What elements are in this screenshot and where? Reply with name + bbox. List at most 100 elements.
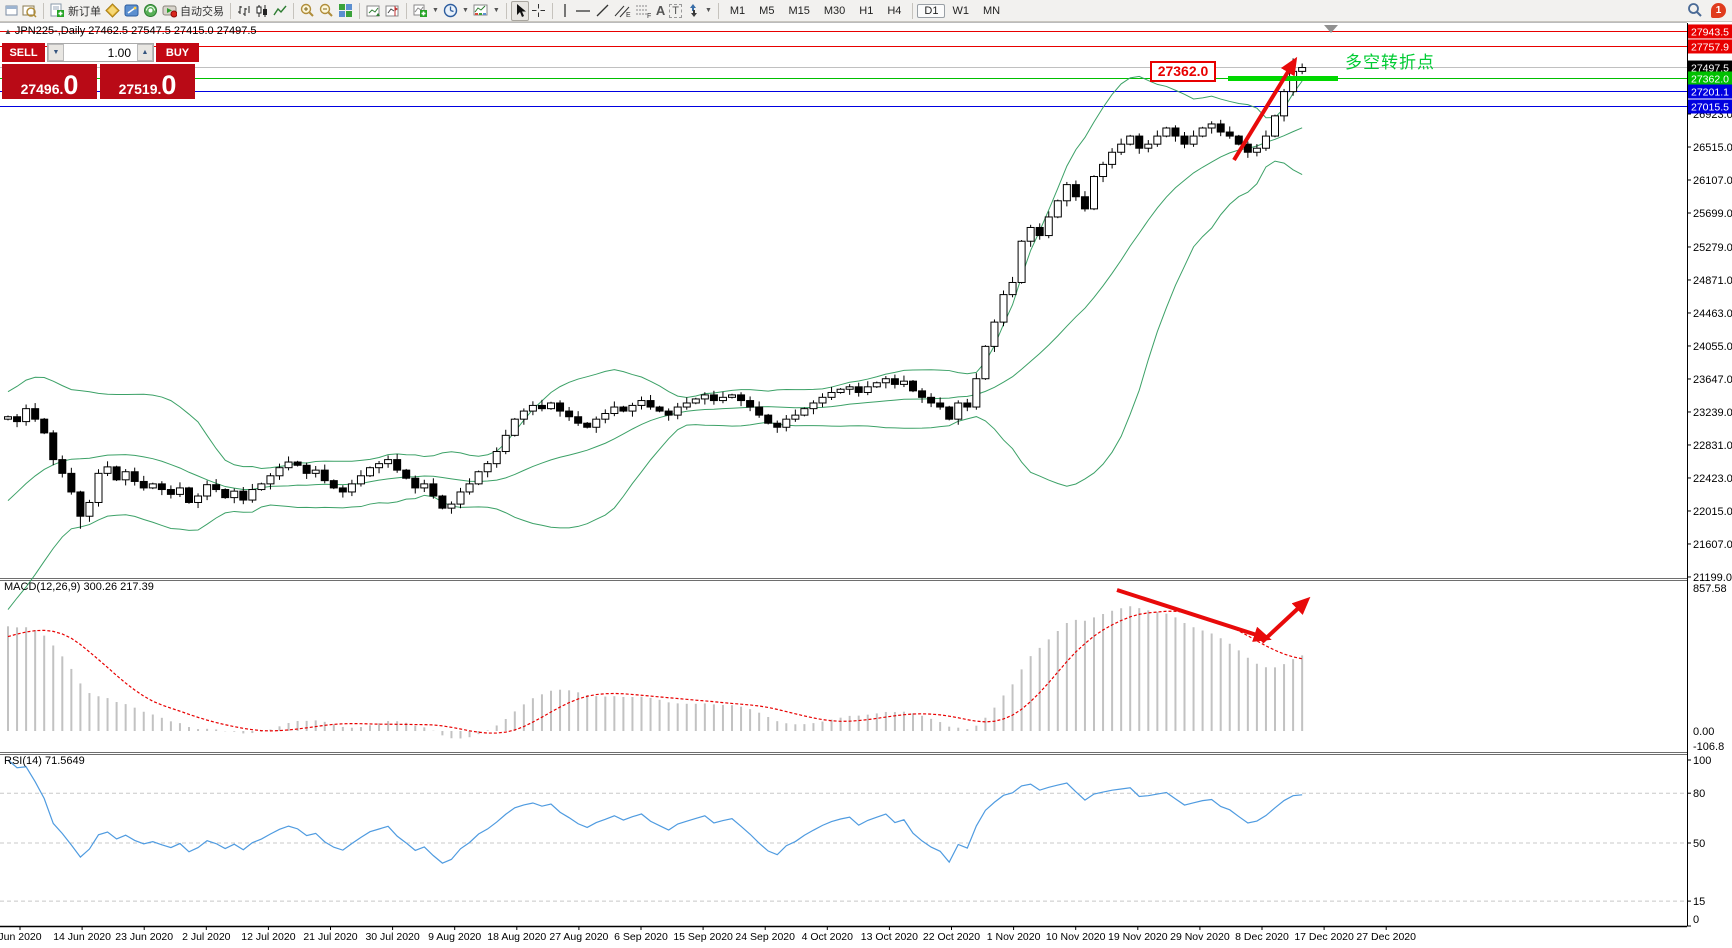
main-toolbar: 新订单 自动交易 ▼ ▼ (0, 0, 1732, 22)
label-tool-button[interactable]: T (667, 1, 684, 21)
zoom-out-icon (319, 3, 333, 17)
horizontal-line-tool-button[interactable] (573, 1, 593, 21)
svg-text:50: 50 (1693, 838, 1705, 850)
templates-button[interactable]: ▼ (471, 1, 502, 21)
svg-text:0: 0 (1693, 914, 1699, 926)
svg-text:17 Dec 2020: 17 Dec 2020 (1294, 931, 1354, 943)
auto-trading-button[interactable]: 自动交易 (160, 1, 226, 21)
fibonacci-icon: F (635, 5, 651, 18)
new-order-button[interactable]: 新订单 (48, 1, 103, 21)
collapse-arrow-icon[interactable]: ▲ (4, 27, 12, 36)
chart-window-button[interactable] (3, 1, 20, 21)
timeframe-mn[interactable]: MN (982, 4, 1001, 17)
svg-text:857.58: 857.58 (1693, 583, 1727, 595)
timeframe-w1[interactable]: W1 (952, 4, 969, 17)
trendline-icon (596, 4, 609, 17)
toolbar-separator (912, 2, 914, 19)
zoom-out-button[interactable] (317, 1, 336, 21)
svg-text:27 Aug 2020: 27 Aug 2020 (549, 931, 608, 943)
gold-diamond-icon (105, 3, 120, 18)
market-button[interactable] (103, 1, 122, 21)
zoom-in-button[interactable] (298, 1, 317, 21)
rsi-indicator-label: RSI(14) 71.5649 (4, 755, 85, 767)
line-chart-icon (273, 5, 287, 15)
volume-value[interactable]: 1.00 (107, 45, 131, 60)
svg-text:6 Sep 2020: 6 Sep 2020 (614, 931, 668, 943)
svg-text:26515.0: 26515.0 (1693, 142, 1732, 154)
timeframe-d1[interactable]: D1 (917, 3, 946, 18)
svg-text:F: F (647, 13, 651, 18)
buy-price-box[interactable]: 27519. 0 (100, 64, 195, 99)
tile-windows-button[interactable] (336, 1, 355, 21)
timeframe-group: M1 M5 M15 M30 H1 H4 D1 W1 MN (723, 2, 1007, 19)
vertical-line-tool-button[interactable] (557, 1, 573, 21)
toolbar-right: 1 (1687, 2, 1726, 18)
sell-price-big-digit: 0 (63, 70, 79, 100)
metaeditor-button[interactable] (122, 1, 141, 21)
svg-text:27 Dec 2020: 27 Dec 2020 (1356, 931, 1416, 943)
svg-text:8 Dec 2020: 8 Dec 2020 (1235, 931, 1289, 943)
new-order-label: 新订单 (68, 5, 101, 18)
channel-tool-button[interactable]: E (612, 1, 633, 21)
timeframe-h4[interactable]: H4 (887, 4, 902, 17)
volume-decrease-button[interactable]: ▼ (48, 44, 64, 61)
svg-text:23239.0: 23239.0 (1693, 407, 1732, 419)
svg-text:22831.0: 22831.0 (1693, 440, 1732, 452)
svg-text:14 Jun 2020: 14 Jun 2020 (53, 931, 111, 943)
toolbar-separator (505, 2, 507, 19)
buy-price-dot: . (157, 81, 162, 97)
svg-text:19 Nov 2020: 19 Nov 2020 (1108, 931, 1168, 943)
svg-text:15 Sep 2020: 15 Sep 2020 (673, 931, 733, 943)
fibonacci-tool-button[interactable]: F (633, 1, 654, 21)
arrows-icon (689, 4, 697, 17)
indicators-button[interactable]: ▼ (411, 1, 441, 21)
svg-text:25279.0: 25279.0 (1693, 242, 1732, 254)
timeframe-m1[interactable]: M1 (729, 4, 746, 17)
timeframe-m5[interactable]: M5 (759, 4, 775, 17)
candlestick-chart-button[interactable] (253, 1, 271, 21)
chart-shift-icon (385, 5, 399, 16)
arrows-tool-button[interactable]: ▼ (684, 1, 714, 21)
timeframe-m30[interactable]: M30 (823, 4, 846, 17)
buy-price-big-digit: 0 (161, 70, 177, 100)
svg-text:100: 100 (1693, 755, 1711, 767)
buy-button[interactable]: BUY (156, 43, 199, 62)
cursor-tool-button[interactable] (510, 0, 529, 21)
svg-text:27943.5: 27943.5 (1691, 26, 1729, 38)
svg-text:10 Nov 2020: 10 Nov 2020 (1046, 931, 1106, 943)
notification-badge[interactable]: 1 (1711, 2, 1726, 18)
toolbar-separator (293, 2, 294, 19)
turning-point-annotation[interactable]: 多空转折点 (1345, 53, 1435, 72)
sell-price-box[interactable]: 27496. 0 (2, 64, 97, 99)
search-icon[interactable] (1687, 2, 1703, 18)
line-chart-button[interactable] (271, 1, 289, 21)
crosshair-tool-button[interactable] (529, 1, 548, 21)
indicator-add-icon (413, 4, 427, 17)
signals-button[interactable] (141, 1, 160, 21)
svg-text:15: 15 (1693, 896, 1705, 908)
timeframe-h1[interactable]: H1 (859, 4, 874, 17)
periods-button[interactable]: ▼ (441, 1, 471, 21)
sell-button[interactable]: SELL (2, 43, 45, 62)
bar-chart-button[interactable] (235, 1, 253, 21)
auto-arrange-icon (366, 5, 380, 16)
svg-text:18 Aug 2020: 18 Aug 2020 (487, 931, 546, 943)
price-level-annotation[interactable]: 27362.0 (1150, 61, 1216, 82)
svg-text:21607.0: 21607.0 (1693, 539, 1732, 551)
auto-arrange-button[interactable] (364, 1, 383, 21)
bar-chart-icon (238, 5, 250, 16)
trendline-tool-button[interactable] (593, 1, 612, 21)
chart-title: ▲ JPN225-,Daily 27462.5 27547.5 27415.0 2… (4, 25, 257, 37)
timeframe-m15[interactable]: M15 (788, 4, 810, 17)
equidistant-channel-icon: E (614, 5, 631, 18)
profiles-button[interactable] (20, 1, 39, 21)
text-tool-button[interactable]: A (654, 1, 667, 21)
chart-shift-button[interactable] (383, 1, 402, 21)
horizontal-line-icon (575, 9, 590, 12)
svg-text:21199.0: 21199.0 (1693, 572, 1732, 584)
zoom-in-icon (300, 3, 314, 17)
svg-text:23 Jun 2020: 23 Jun 2020 (115, 931, 173, 943)
template-icon (473, 4, 488, 16)
volume-increase-button[interactable]: ▲ (137, 44, 153, 61)
